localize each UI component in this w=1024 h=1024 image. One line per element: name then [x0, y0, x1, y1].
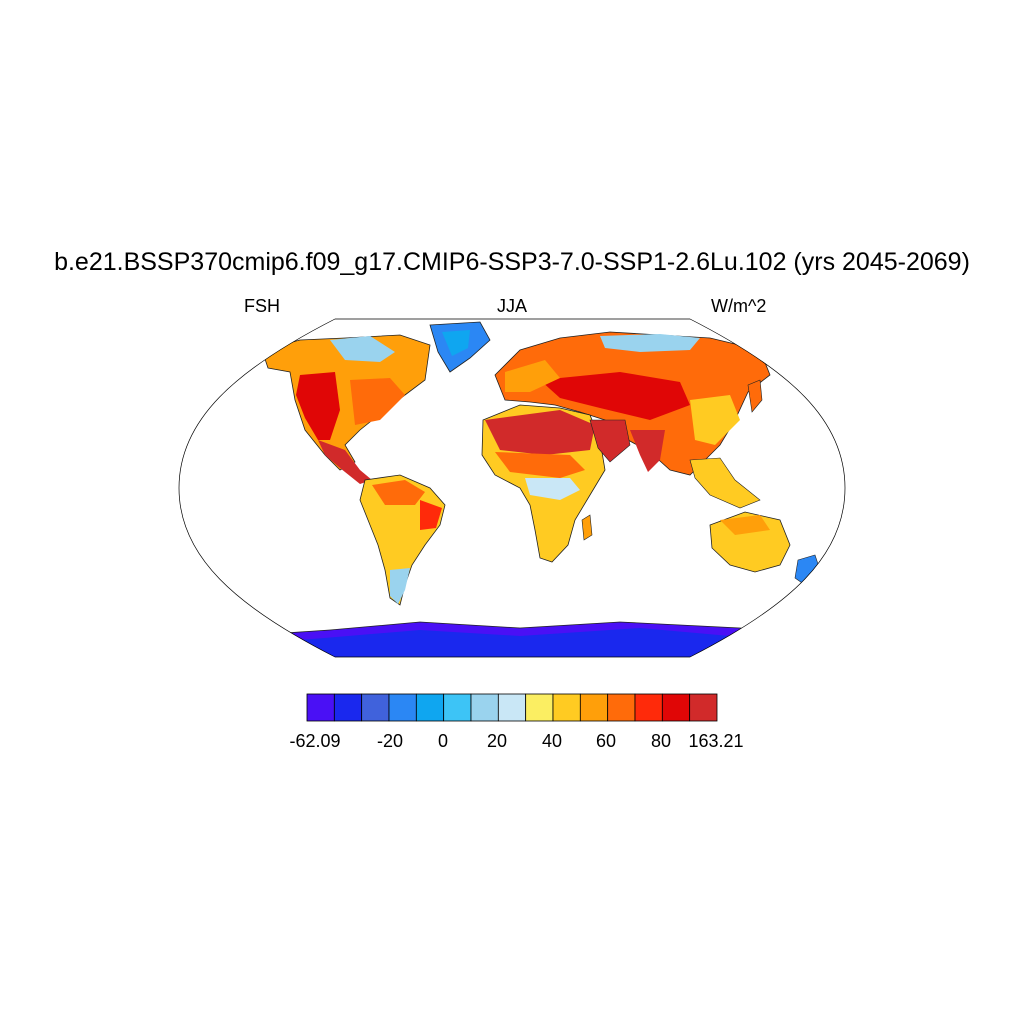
colorbar-tick-label: 0: [437, 731, 449, 751]
north-america-east: [350, 378, 405, 425]
sahel: [495, 452, 585, 478]
colorbar-box: [661, 693, 691, 722]
colorbar-tick-label: 60: [595, 731, 617, 751]
colorbar-box: [306, 693, 335, 722]
colorbar-box: [388, 693, 417, 722]
antarctica: [179, 621, 845, 657]
south-america-south: [390, 568, 410, 604]
south-america-east: [420, 500, 442, 530]
new-zealand: [794, 554, 821, 586]
siberia-north: [600, 334, 700, 352]
mexico-central-america: [318, 440, 372, 484]
colorbar-box: [689, 693, 718, 722]
colorbar-box: [497, 693, 527, 722]
units-label: W/m^2: [711, 296, 767, 316]
colorbar-tick-label: -20: [376, 731, 404, 751]
colorbar-tick-label: -62.09: [289, 731, 341, 751]
variable-label: FSH: [244, 296, 280, 316]
colorbar-box: [415, 693, 445, 722]
antarctica-edge: [300, 628, 730, 657]
southeast-asia: [689, 457, 761, 509]
colorbar-box: [525, 693, 554, 722]
europe-west: [505, 360, 560, 392]
arabia: [589, 419, 631, 463]
map-boundary: [178, 318, 846, 658]
india: [630, 430, 665, 472]
japan: [747, 379, 763, 413]
colorbar-tick-label: 163.21: [688, 731, 744, 751]
colorbar-tick-label: 20: [486, 731, 508, 751]
east-asia: [690, 395, 740, 445]
land-field: [179, 321, 845, 657]
central-africa: [525, 478, 580, 500]
colorbar-tick-label: 80: [650, 731, 672, 751]
colorbar-box: [333, 693, 363, 722]
colorbar-box: [607, 693, 636, 722]
madagascar: [581, 514, 593, 541]
colorbar-tick-label: 40: [541, 731, 563, 751]
north-america: [261, 334, 431, 471]
colorbar-box: [443, 693, 472, 722]
colorbar-box: [361, 693, 390, 722]
south-america-north: [372, 480, 425, 505]
canada-north: [330, 336, 395, 362]
colorbar: [306, 693, 718, 722]
sahara: [485, 410, 595, 455]
greenland-center: [442, 330, 470, 356]
colorbar-box: [470, 693, 499, 722]
central-asia-hot: [540, 372, 690, 420]
colorbar-box: [579, 693, 609, 722]
australia-north: [720, 515, 770, 535]
plot-title: b.e21.BSSP370cmip6.f09_g17.CMIP6-SSP3-7.…: [54, 248, 970, 276]
colorbar-box: [634, 693, 663, 722]
season-label: JJA: [496, 296, 527, 316]
north-america-warm: [296, 372, 340, 440]
colorbar-box: [552, 693, 581, 722]
